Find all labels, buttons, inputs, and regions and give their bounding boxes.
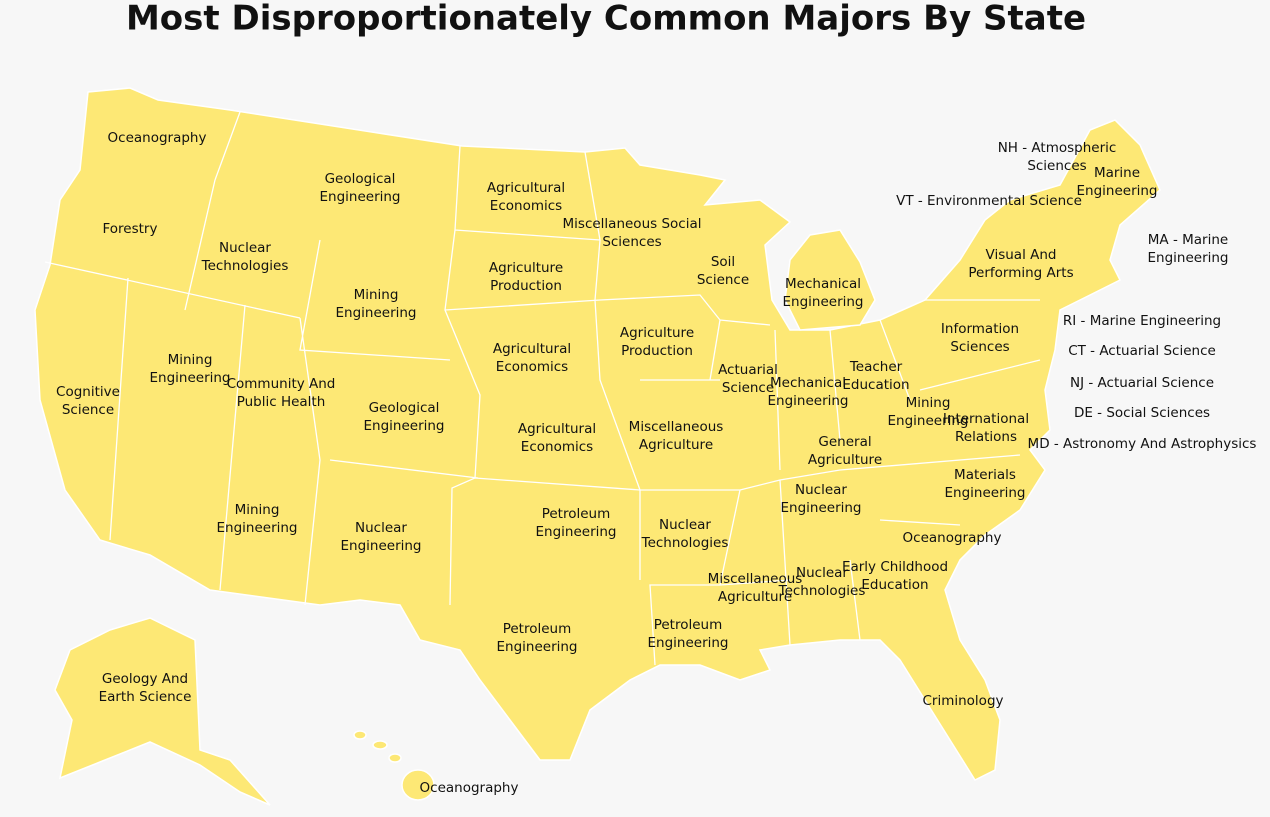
state-label: Public Health bbox=[237, 394, 326, 410]
state-label: Engineering bbox=[768, 393, 849, 409]
state-label: Petroleum bbox=[503, 621, 572, 637]
state-label: Nuclear bbox=[219, 240, 271, 256]
state-label: Engineering bbox=[945, 485, 1026, 501]
state-label: Visual And bbox=[986, 247, 1057, 263]
state-label: CT - Actuarial Science bbox=[1068, 343, 1216, 359]
state-label: Petroleum bbox=[542, 506, 611, 522]
state-label: NJ - Actuarial Science bbox=[1070, 375, 1214, 391]
state-label: Engineering bbox=[341, 538, 422, 554]
state-label: Science bbox=[722, 380, 774, 396]
state-label: Sciences bbox=[950, 339, 1009, 355]
state-label: Education bbox=[842, 377, 909, 393]
state-label: Technologies bbox=[778, 583, 866, 599]
state-label: Teacher bbox=[849, 359, 903, 375]
state-label: Agriculture bbox=[620, 325, 694, 341]
state-label: Engineering bbox=[336, 305, 417, 321]
state-label: Materials bbox=[954, 467, 1016, 483]
state-label: Nuclear bbox=[796, 565, 848, 581]
state-label: International bbox=[943, 411, 1029, 427]
state-label: Engineering bbox=[1077, 183, 1158, 199]
state-label: Engineering bbox=[217, 520, 298, 536]
state-label: Agricultural bbox=[487, 180, 565, 196]
hawaii bbox=[353, 730, 435, 801]
state-label: Production bbox=[490, 278, 562, 294]
state-label: Soil bbox=[711, 254, 735, 270]
state-label: Mining bbox=[906, 395, 951, 411]
state-label: Criminology bbox=[922, 693, 1003, 709]
state-label: Education bbox=[861, 577, 928, 593]
state-label: Agriculture bbox=[718, 589, 792, 605]
state-label: Miscellaneous bbox=[708, 571, 803, 587]
state-label: Engineering bbox=[648, 635, 729, 651]
state-label: MD - Astronomy And Astrophysics bbox=[1028, 436, 1257, 452]
state-label: Engineering bbox=[1148, 250, 1229, 266]
state-label: Geological bbox=[369, 400, 440, 416]
state-label: Earth Science bbox=[99, 689, 192, 705]
state-label: Engineering bbox=[364, 418, 445, 434]
map-title: Most Disproportionately Common Majors By… bbox=[126, 0, 1086, 39]
state-label: Engineering bbox=[783, 294, 864, 310]
michigan bbox=[784, 229, 876, 331]
state-label: Mechanical bbox=[770, 375, 846, 391]
state-label: Agricultural bbox=[518, 421, 596, 437]
state-label: Agricultural bbox=[493, 341, 571, 357]
state-label: Technologies bbox=[201, 258, 289, 274]
state-label: Engineering bbox=[320, 189, 401, 205]
state-label: Miscellaneous bbox=[629, 419, 724, 435]
state-label: Agriculture bbox=[489, 260, 563, 276]
state-label: Economics bbox=[521, 439, 593, 455]
state-borders bbox=[44, 111, 1041, 666]
state-label: Performing Arts bbox=[968, 265, 1073, 281]
state-label: Miscellaneous Social bbox=[563, 216, 702, 232]
state-label: MA - Marine bbox=[1148, 232, 1228, 248]
state-label: Oceanography bbox=[903, 530, 1002, 546]
state-label: RI - Marine Engineering bbox=[1063, 313, 1221, 329]
state-label: Petroleum bbox=[654, 617, 723, 633]
state-label: Oceanography bbox=[108, 130, 207, 146]
state-label: Relations bbox=[955, 429, 1017, 445]
state-label: Engineering bbox=[150, 370, 231, 386]
state-label: Economics bbox=[496, 359, 568, 375]
state-label: Marine bbox=[1094, 165, 1140, 181]
state-label: Forestry bbox=[103, 221, 158, 237]
state-label: Engineering bbox=[888, 413, 969, 429]
state-label: Agriculture bbox=[808, 452, 882, 468]
state-label: Engineering bbox=[536, 524, 617, 540]
state-label: Geological bbox=[325, 171, 396, 187]
state-label: Science bbox=[697, 272, 749, 288]
state-label: Cognitive bbox=[56, 384, 120, 400]
state-label: NH - Atmospheric bbox=[998, 140, 1117, 156]
state-label: Sciences bbox=[1027, 158, 1086, 174]
state-label: Early Childhood bbox=[842, 559, 948, 575]
state-label: Geology And bbox=[102, 671, 188, 687]
state-label: Mining bbox=[168, 352, 213, 368]
state-label: Information bbox=[941, 321, 1019, 337]
state-label: Technologies bbox=[641, 535, 729, 551]
state-label: Production bbox=[621, 343, 693, 359]
state-label: Nuclear bbox=[355, 520, 407, 536]
state-label: VT - Environmental Science bbox=[896, 193, 1082, 209]
state-label: Nuclear bbox=[795, 482, 847, 498]
state-label: Community And bbox=[227, 376, 336, 392]
state-label: Engineering bbox=[781, 500, 862, 516]
state-label: Engineering bbox=[497, 639, 578, 655]
state-label: DE - Social Sciences bbox=[1074, 405, 1210, 421]
state-label: Mining bbox=[235, 502, 280, 518]
state-label: Mining bbox=[354, 287, 399, 303]
state-label: Nuclear bbox=[659, 517, 711, 533]
state-label: Economics bbox=[490, 198, 562, 214]
state-label: Sciences bbox=[602, 234, 661, 250]
state-label: Science bbox=[62, 402, 114, 418]
state-label: Actuarial bbox=[718, 362, 778, 378]
state-label: Mechanical bbox=[785, 276, 861, 292]
alaska bbox=[54, 617, 271, 806]
state-label: General bbox=[818, 434, 871, 450]
state-label: Agriculture bbox=[639, 437, 713, 453]
state-label: Oceanography bbox=[420, 780, 519, 796]
